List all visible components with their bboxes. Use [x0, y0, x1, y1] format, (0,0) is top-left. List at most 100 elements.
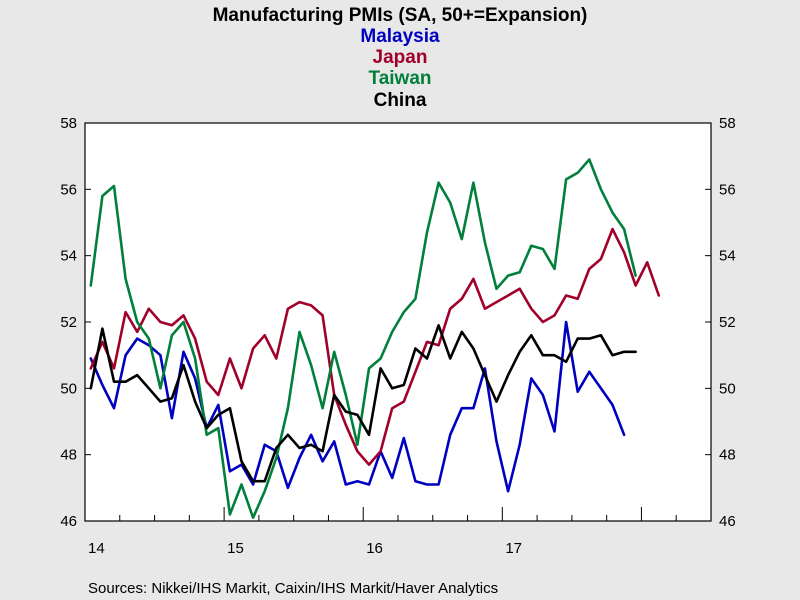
data-point-japan: [147, 307, 150, 310]
data-point-malaysia: [402, 437, 405, 439]
data-point-taiwan: [472, 181, 475, 184]
data-point-japan: [657, 294, 660, 297]
data-point-malaysia: [182, 350, 185, 353]
x-tick-label: 14: [88, 540, 105, 557]
data-point-malaysia: [252, 483, 254, 486]
data-point-china: [518, 350, 521, 353]
data-point-japan: [194, 337, 197, 340]
data-point-malaysia: [171, 417, 173, 420]
data-point-malaysia: [495, 440, 498, 443]
data-point-japan: [449, 307, 452, 310]
source-note: Sources: Nikkei/IHS Markit, Caixin/IHS M…: [88, 580, 498, 597]
data-point-japan: [321, 314, 324, 317]
data-point-japan: [344, 423, 347, 426]
data-point-taiwan: [89, 284, 92, 287]
data-point-china: [310, 443, 312, 446]
data-point-china: [611, 354, 614, 357]
x-tick-label: 16: [366, 540, 383, 557]
data-point-china: [89, 387, 92, 390]
data-point-china: [344, 410, 347, 413]
data-point-taiwan: [286, 407, 289, 410]
data-point-china: [321, 450, 324, 453]
data-point-malaysia: [449, 433, 452, 436]
data-point-taiwan: [229, 513, 231, 516]
data-point-china: [298, 447, 301, 449]
data-point-japan: [611, 228, 614, 231]
data-point-malaysia: [344, 483, 347, 486]
data-point-china: [565, 360, 567, 363]
data-point-japan: [646, 261, 649, 264]
data-point-china: [136, 374, 139, 376]
data-point-japan: [576, 297, 579, 300]
chart-title: Manufacturing PMIs (SA, 50+=Expansion): [213, 5, 588, 26]
legend-line-china: China: [374, 90, 427, 111]
data-point-china: [333, 394, 336, 396]
data-point-japan: [171, 324, 173, 327]
data-point-japan: [356, 450, 359, 453]
data-point-china: [414, 347, 417, 350]
data-point-china: [217, 413, 220, 416]
data-point-taiwan: [136, 321, 139, 323]
data-point-japan: [101, 341, 104, 343]
data-point-japan: [599, 258, 602, 260]
data-point-malaysia: [588, 370, 591, 373]
data-point-japan: [182, 314, 185, 317]
data-point-china: [588, 337, 591, 340]
data-point-malaysia: [472, 407, 475, 410]
y-tick-label-right: 46: [719, 513, 736, 530]
data-point-japan: [205, 380, 208, 383]
data-point-malaysia: [530, 377, 533, 380]
data-point-taiwan: [124, 277, 127, 280]
data-point-taiwan: [634, 274, 637, 277]
y-tick-label-right: 58: [719, 115, 736, 132]
data-point-japan: [252, 347, 254, 350]
data-point-china: [623, 350, 625, 353]
data-point-taiwan: [159, 387, 162, 390]
data-point-china: [576, 337, 579, 340]
y-tick-label-left: 56: [60, 181, 77, 198]
data-point-japan: [460, 297, 463, 300]
y-tick-label-right: 48: [719, 447, 736, 464]
data-point-malaysia: [321, 460, 324, 463]
data-point-taiwan: [623, 228, 625, 231]
data-point-taiwan: [344, 394, 347, 396]
series-layer: [89, 158, 661, 520]
data-point-japan: [286, 307, 289, 310]
data-point-malaysia: [553, 430, 556, 433]
data-point-china: [599, 334, 602, 337]
data-point-taiwan: [588, 158, 591, 161]
data-point-japan: [518, 287, 521, 290]
data-point-taiwan: [298, 331, 301, 333]
legend-line-taiwan: Taiwan: [369, 68, 432, 89]
data-point-malaysia: [333, 440, 336, 443]
y-tick-label-left: 54: [60, 248, 77, 265]
data-point-taiwan: [147, 337, 150, 340]
y-tick-label-left: 48: [60, 447, 77, 464]
data-point-malaysia: [565, 321, 567, 323]
data-point-taiwan: [101, 195, 104, 197]
data-point-taiwan: [205, 433, 208, 436]
y-tick-label-right: 50: [719, 380, 736, 397]
data-point-japan: [530, 307, 533, 310]
data-point-japan: [229, 357, 231, 360]
axes-layer: 46 46 48 48 50 50 52 52 54 54 56 56 58 58 14 15 16 17: [60, 115, 735, 557]
data-point-taiwan: [437, 181, 440, 184]
data-point-china: [286, 433, 289, 436]
data-point-japan: [426, 341, 428, 343]
data-point-taiwan: [321, 407, 324, 410]
data-point-china: [113, 380, 115, 383]
data-point-japan: [379, 450, 382, 453]
data-point-taiwan: [252, 516, 254, 519]
data-point-china: [507, 374, 510, 376]
data-point-japan: [217, 394, 220, 396]
data-point-japan: [634, 284, 637, 287]
data-point-malaysia: [89, 357, 92, 360]
data-point-taiwan: [356, 443, 359, 446]
data-point-china: [229, 407, 231, 410]
data-point-china: [530, 334, 533, 337]
data-point-china: [147, 387, 150, 390]
y-tick-label-right: 52: [719, 314, 736, 331]
y-tick-label-left: 58: [60, 115, 77, 132]
data-point-china: [449, 357, 452, 360]
data-point-japan: [484, 307, 486, 310]
